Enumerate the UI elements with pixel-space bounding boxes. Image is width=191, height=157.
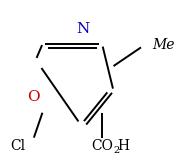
Text: H: H (117, 139, 129, 153)
Text: O: O (28, 90, 40, 104)
Text: N: N (77, 22, 90, 36)
Text: Me: Me (152, 38, 175, 52)
Text: CO: CO (91, 139, 113, 153)
Text: Cl: Cl (10, 139, 25, 153)
Text: 2: 2 (113, 146, 120, 155)
